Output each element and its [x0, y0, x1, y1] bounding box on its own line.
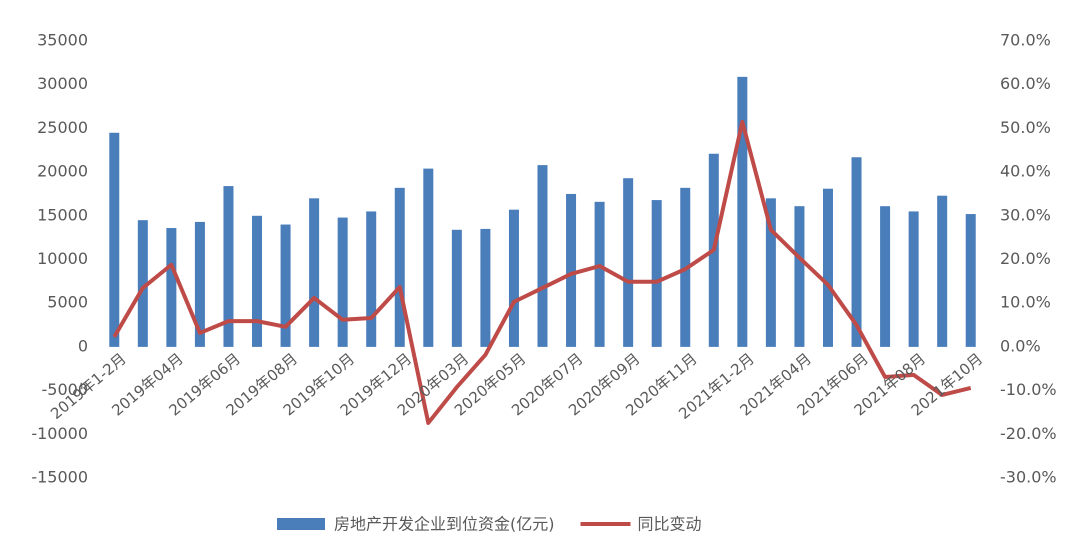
y-tick-label: 15000 — [37, 205, 88, 224]
bar — [451, 229, 462, 347]
bar — [566, 193, 577, 347]
bar — [965, 214, 976, 347]
y2-tick-label: -30.0% — [1000, 468, 1057, 487]
legend-label: 房地产开发企业到位资金(亿元) — [334, 515, 555, 534]
y-tick-label: -15000 — [31, 468, 88, 487]
bar — [508, 209, 519, 347]
bar — [480, 228, 491, 347]
bar — [537, 165, 548, 347]
bar — [822, 188, 833, 347]
bar — [194, 221, 205, 347]
bar — [137, 220, 148, 347]
y2-tick-label: 40.0% — [1000, 162, 1051, 181]
bar — [394, 187, 405, 347]
y2-tick-label: 60.0% — [1000, 74, 1051, 93]
bar — [223, 186, 234, 347]
bar — [594, 201, 605, 347]
bar — [252, 215, 263, 347]
y2-tick-label: 50.0% — [1000, 118, 1051, 137]
bar — [623, 178, 634, 347]
bar — [880, 206, 891, 347]
y2-tick-label: 30.0% — [1000, 205, 1051, 224]
y-tick-label: 30000 — [37, 74, 88, 93]
line — [112, 119, 972, 425]
bar — [651, 200, 662, 347]
bar — [366, 211, 377, 347]
bar — [166, 228, 177, 347]
bar — [851, 157, 862, 347]
bar — [908, 211, 919, 347]
y2-tick-label: 10.0% — [1000, 293, 1051, 312]
bar — [423, 168, 434, 347]
legend-item: 同比变动 — [580, 515, 702, 534]
bar — [337, 217, 348, 347]
y-tick-label: 20000 — [37, 162, 88, 181]
y-tick-label: -5000 — [42, 380, 89, 399]
y-tick-label: 35000 — [37, 31, 88, 50]
bar — [765, 198, 776, 347]
bar — [794, 206, 805, 347]
y-tick-label: 5000 — [47, 293, 88, 312]
y2-tick-label: -20.0% — [1000, 424, 1057, 443]
bar — [309, 198, 320, 347]
legend-label: 同比变动 — [638, 515, 702, 534]
bar — [937, 195, 948, 347]
bar — [109, 132, 120, 347]
y-tick-label: 25000 — [37, 118, 88, 137]
y2-tick-label: -10.0% — [1000, 380, 1057, 399]
legend-swatch — [277, 518, 325, 530]
y2-tick-label: 70.0% — [1000, 31, 1051, 50]
y-tick-label: -10000 — [31, 424, 88, 443]
y2-tick-label: 0.0% — [1000, 336, 1041, 355]
y-tick-label: 10000 — [37, 249, 88, 268]
y2-tick-label: 20.0% — [1000, 249, 1051, 268]
legend-item: 房地产开发企业到位资金(亿元) — [277, 515, 555, 534]
bar — [737, 76, 748, 347]
y-tick-label: 0 — [78, 336, 88, 355]
bar — [280, 224, 291, 347]
